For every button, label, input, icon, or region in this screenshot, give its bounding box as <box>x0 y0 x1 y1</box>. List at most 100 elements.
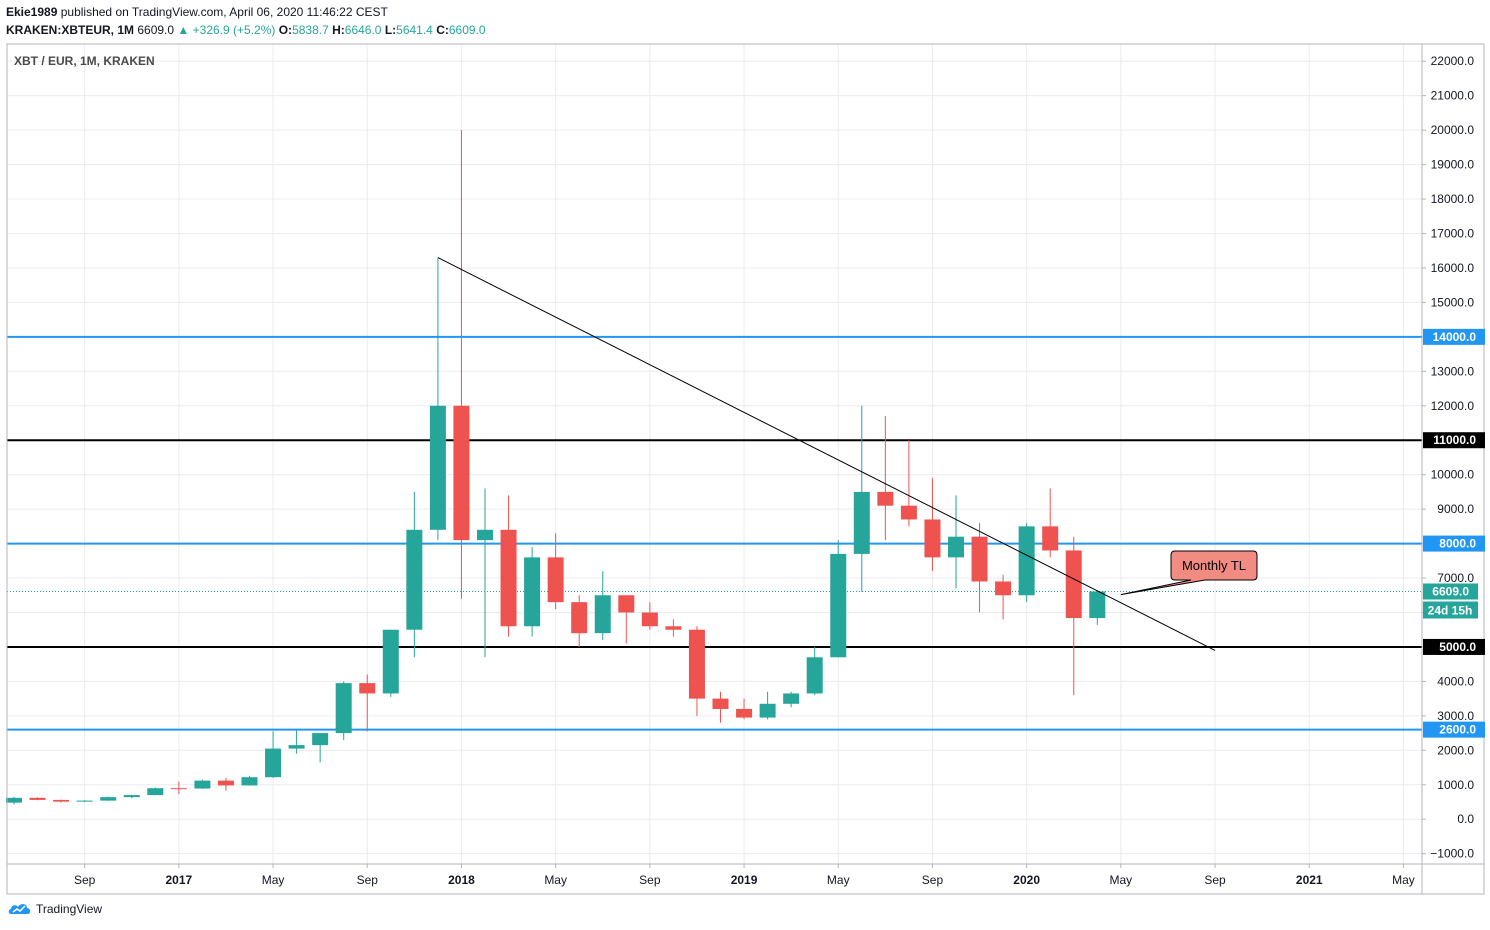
level-price-tag <box>1423 721 1485 738</box>
candle-body <box>217 780 234 786</box>
y-tick-label: 18000.0 <box>1431 192 1475 206</box>
candle-body <box>641 612 658 627</box>
annotation-callout <box>1120 550 1258 596</box>
level-price-tag <box>1423 638 1485 655</box>
candle-body <box>429 405 446 530</box>
level-price-label: 8000.0 <box>1439 537 1476 551</box>
candle-body <box>712 698 729 709</box>
high-value: 6646.0 <box>344 23 382 37</box>
x-tick-label: 2017 <box>165 873 192 887</box>
candle-body <box>571 602 588 634</box>
x-tick-label: Sep <box>1204 873 1226 887</box>
symbol-label: KRAKEN:XBTEUR, 1M <box>6 23 135 37</box>
candle-body <box>6 797 22 803</box>
grid-lines <box>7 44 1422 864</box>
y-tick-label: 22000.0 <box>1431 54 1475 68</box>
candle-body <box>1018 526 1035 596</box>
x-tick-label: 2021 <box>1296 873 1323 887</box>
x-tick-label: May <box>262 873 285 887</box>
candle-body <box>288 745 305 749</box>
footer-brand: TradingView <box>36 902 103 916</box>
candle-body <box>665 626 682 630</box>
candle-body <box>453 405 470 541</box>
candle-body <box>359 683 376 694</box>
level-price-label: 11000.0 <box>1433 433 1476 447</box>
level-lines <box>7 335 1422 731</box>
candle-body <box>123 795 140 798</box>
low-value: 5641.4 <box>396 23 433 37</box>
y-tick-label: 15000.0 <box>1431 295 1475 309</box>
high-label: H: <box>332 23 345 37</box>
level-price-label: 5000.0 <box>1439 640 1476 654</box>
candle-body <box>265 748 282 778</box>
y-tick-label: 16000.0 <box>1431 261 1475 275</box>
level-price-tag <box>1423 328 1485 345</box>
close-value: 6609.0 <box>448 23 486 37</box>
level-price-label: 2600.0 <box>1439 723 1476 737</box>
candle-body <box>312 733 329 746</box>
y-tick-label: 0.0 <box>1457 812 1474 826</box>
candle-body <box>170 788 187 790</box>
candle-body <box>853 491 870 554</box>
tradingview-footer[interactable]: TradingView <box>8 902 102 916</box>
author-name[interactable]: Ekie1989 <box>6 5 58 19</box>
x-tick-label: 2018 <box>448 873 475 887</box>
candle-body <box>877 491 894 506</box>
candle-body <box>594 595 611 634</box>
candle-body <box>382 629 399 694</box>
candle-body <box>688 629 705 699</box>
y-tick-label: 21000.0 <box>1431 89 1475 103</box>
candle-body <box>100 797 117 801</box>
candle-body <box>547 557 564 603</box>
candle-body <box>524 557 541 627</box>
x-tick-label: Sep <box>357 873 379 887</box>
candle-body <box>335 683 352 734</box>
close-label: C: <box>436 23 449 37</box>
candle-body <box>53 799 70 802</box>
level-price-tag <box>1423 535 1485 552</box>
x-tick-label: Sep <box>639 873 661 887</box>
candle-body <box>830 553 847 658</box>
x-tick-label: 2020 <box>1013 873 1040 887</box>
chart-title: XBT / EUR, 1M, KRAKEN <box>14 54 155 68</box>
candle-body <box>1065 550 1082 619</box>
level-price-label: 14000.0 <box>1433 330 1477 344</box>
x-tick-label: May <box>827 873 850 887</box>
candle-body <box>900 505 917 520</box>
x-tick-label: Sep <box>74 873 96 887</box>
candle-body <box>736 708 753 718</box>
candle-body <box>783 693 800 704</box>
candle-body <box>971 536 988 582</box>
axes: −1000.0 0.0 1000.0 2000.0 3000.0 4000.0 5000.0… <box>6 43 1485 895</box>
candle-body <box>406 529 423 630</box>
open-value: 5838.7 <box>292 23 329 37</box>
candle-body <box>76 800 93 802</box>
up-arrow-icon: ▲ <box>177 23 190 37</box>
current-price-label: 6609.0 <box>1432 585 1469 599</box>
y-tick-label: 4000.0 <box>1437 674 1474 688</box>
drawings: Monthly TL <box>437 257 1258 651</box>
chart-frame <box>6 43 1485 895</box>
last-price: 6609.0 <box>137 23 175 37</box>
y-tick-label: 17000.0 <box>1431 226 1475 240</box>
x-tick-label: 2019 <box>731 873 758 887</box>
y-tick-label: −1000.0 <box>1430 847 1474 861</box>
candle-body <box>147 788 164 796</box>
y-tick-label: 13000.0 <box>1431 364 1475 378</box>
level-price-tag <box>1423 432 1485 449</box>
ohlc-legend: KRAKEN:XBTEUR, 1M 6609.0 ▲ +326.9 (+5.2%… <box>6 23 486 37</box>
publish-info: Ekie1989 published on TradingView.com, A… <box>6 5 388 19</box>
candle-body <box>29 797 46 800</box>
candle-body <box>194 780 211 789</box>
candlestick-chart[interactable]: Monthly TL −1000.0 0.0 1000.0 2000.0 3000.0 4… <box>0 0 1490 900</box>
open-label: O: <box>278 23 293 37</box>
candle-body <box>1089 591 1106 619</box>
candle-body <box>924 519 941 558</box>
candle-body <box>500 529 517 627</box>
candle-body <box>241 777 258 786</box>
y-tick-label: 7000.0 <box>1437 571 1474 585</box>
y-tick-label: 12000.0 <box>1431 399 1475 413</box>
y-tick-label: 9000.0 <box>1437 502 1474 516</box>
y-tick-label: 3000.0 <box>1437 709 1474 723</box>
x-tick-label: May <box>1110 873 1133 887</box>
